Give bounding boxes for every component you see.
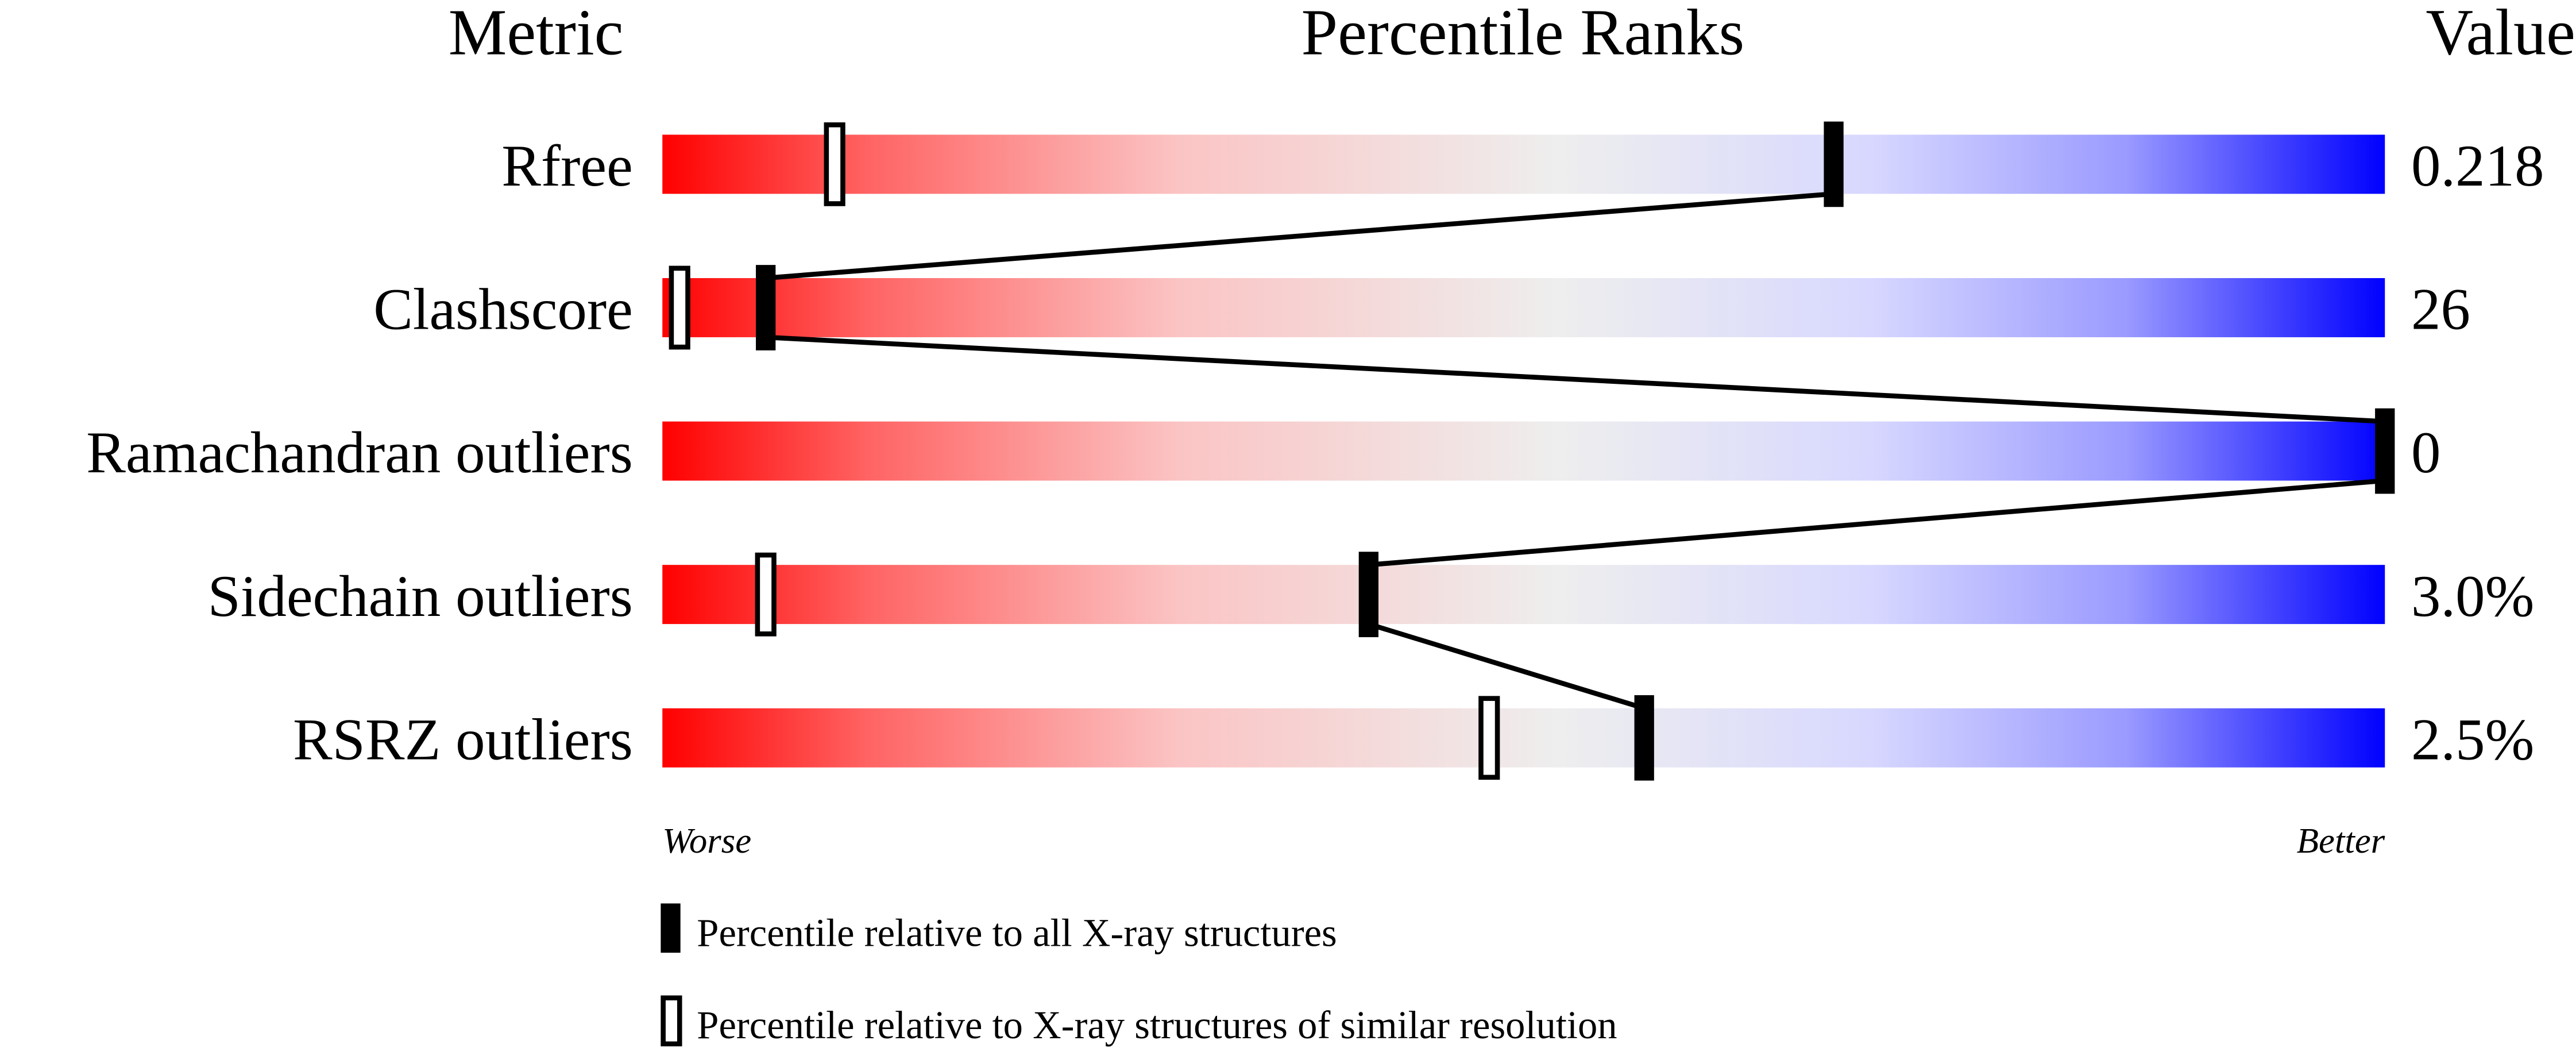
marker-all-structures (1358, 552, 1378, 637)
marker-all-structures (756, 265, 776, 350)
metric-label: Clashscore (373, 277, 633, 342)
axis-label-better: Better (2297, 820, 2385, 861)
metric-label: Rfree (501, 133, 633, 199)
header-value: Value (2426, 0, 2575, 68)
metric-label: Sidechain outliers (208, 564, 633, 629)
header-metric: Metric (449, 0, 624, 68)
legend-label-similar: Percentile relative to X-ray structures … (697, 1003, 1617, 1047)
axis-label-worse: Worse (662, 820, 751, 861)
marker-all-structures (1824, 121, 1844, 207)
marker-all-structures (1634, 695, 1654, 781)
marker-all-structures (2375, 408, 2395, 494)
percentile-bar (662, 134, 2385, 194)
marker-similar-resolution (1478, 696, 1500, 780)
connector-line (1368, 622, 1645, 711)
metric-value: 0.218 (2411, 133, 2544, 199)
metric-value: 3.0% (2411, 564, 2534, 629)
header-percentile: Percentile Ranks (1301, 0, 1745, 68)
percentile-bar (662, 278, 2385, 337)
marker-similar-resolution (755, 552, 777, 637)
metric-value: 0 (2411, 420, 2440, 486)
metric-label: RSRZ outliers (293, 707, 633, 772)
metric-label: Ramachandran outliers (86, 420, 633, 486)
connector-line (1368, 478, 2385, 568)
percentile-bar (662, 708, 2385, 768)
marker-similar-resolution (669, 265, 690, 350)
marker-similar-resolution (824, 122, 845, 206)
legend-marker-open (661, 995, 682, 1047)
connector-line (765, 334, 2385, 424)
percentile-bar (662, 565, 2385, 625)
percentile-bar (662, 421, 2385, 481)
legend-marker-filled (661, 903, 681, 953)
legend-label-all: Percentile relative to all X-ray structu… (697, 911, 1337, 955)
metric-value: 26 (2411, 277, 2470, 342)
connector-line (765, 191, 1834, 281)
metric-value: 2.5% (2411, 707, 2534, 772)
